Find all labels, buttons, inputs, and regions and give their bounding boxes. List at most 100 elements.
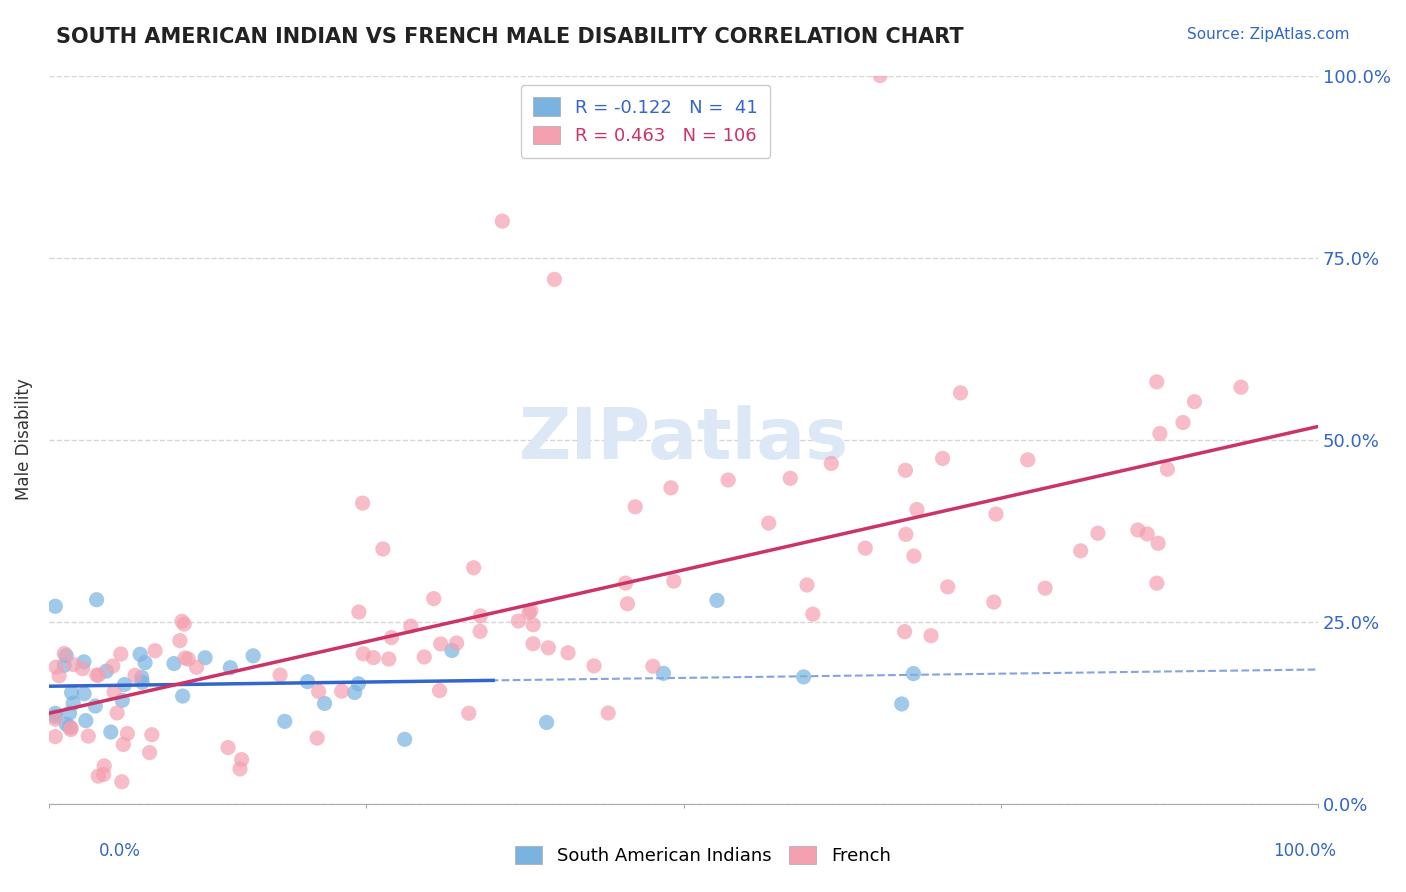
Point — [60, 721, 83, 735]
Point — [853, 541, 876, 556]
Point — [44, 599, 66, 614]
Point — [429, 637, 451, 651]
Point — [347, 605, 370, 619]
Point — [131, 675, 153, 690]
Point — [508, 614, 530, 628]
Point — [112, 738, 135, 752]
Point — [779, 471, 801, 485]
Point — [93, 767, 115, 781]
Point — [72, 662, 94, 676]
Point — [172, 689, 194, 703]
Point — [44, 709, 66, 723]
Point — [87, 769, 110, 783]
Point — [73, 687, 96, 701]
Point — [468, 624, 491, 639]
Point — [1070, 544, 1092, 558]
Point — [399, 619, 422, 633]
Point — [141, 728, 163, 742]
Text: 100.0%: 100.0% — [1272, 842, 1336, 860]
Point — [1146, 576, 1168, 591]
Point — [174, 651, 197, 665]
Point — [446, 636, 468, 650]
Point — [114, 677, 136, 691]
Point — [87, 668, 110, 682]
Point — [129, 648, 152, 662]
Point — [117, 726, 139, 740]
Y-axis label: Male Disability: Male Disability — [15, 379, 32, 500]
Point — [1230, 380, 1253, 394]
Point — [229, 762, 252, 776]
Point — [77, 729, 100, 743]
Point — [173, 617, 195, 632]
Point — [377, 652, 399, 666]
Point — [894, 463, 917, 477]
Point — [793, 670, 815, 684]
Point — [491, 214, 513, 228]
Point — [186, 660, 208, 674]
Point — [758, 516, 780, 530]
Point — [44, 730, 66, 744]
Point — [111, 774, 134, 789]
Point — [45, 660, 67, 674]
Point — [983, 595, 1005, 609]
Point — [330, 684, 353, 698]
Point — [194, 650, 217, 665]
Point — [274, 714, 297, 729]
Point — [308, 684, 330, 698]
Point — [60, 686, 83, 700]
Point — [984, 507, 1007, 521]
Point — [1017, 453, 1039, 467]
Point — [371, 541, 394, 556]
Point — [101, 659, 124, 673]
Point — [217, 740, 239, 755]
Point — [134, 656, 156, 670]
Point — [429, 683, 451, 698]
Point — [169, 633, 191, 648]
Point — [1184, 394, 1206, 409]
Point — [307, 731, 329, 746]
Point — [624, 500, 647, 514]
Point — [62, 657, 84, 672]
Point — [105, 706, 128, 720]
Point — [1136, 527, 1159, 541]
Point — [413, 649, 436, 664]
Point — [1171, 416, 1194, 430]
Point — [598, 706, 620, 720]
Point — [297, 674, 319, 689]
Point — [124, 668, 146, 682]
Point — [58, 706, 80, 720]
Point — [662, 574, 685, 588]
Point — [869, 69, 891, 83]
Point — [380, 631, 402, 645]
Point — [706, 593, 728, 607]
Point — [894, 527, 917, 541]
Point — [394, 732, 416, 747]
Point — [111, 693, 134, 707]
Point — [1126, 523, 1149, 537]
Point — [59, 723, 82, 737]
Text: SOUTH AMERICAN INDIAN VS FRENCH MALE DISABILITY CORRELATION CHART: SOUTH AMERICAN INDIAN VS FRENCH MALE DIS… — [56, 27, 965, 46]
Point — [177, 652, 200, 666]
Point — [1146, 375, 1168, 389]
Point — [86, 668, 108, 682]
Point — [457, 706, 479, 721]
Point — [641, 659, 664, 673]
Point — [536, 715, 558, 730]
Point — [520, 604, 543, 618]
Point — [659, 481, 682, 495]
Point — [893, 624, 915, 639]
Point — [422, 591, 444, 606]
Point — [616, 597, 638, 611]
Point — [53, 658, 76, 673]
Point — [920, 629, 942, 643]
Point — [796, 578, 818, 592]
Point — [1087, 526, 1109, 541]
Point — [93, 759, 115, 773]
Point — [314, 697, 336, 711]
Point — [100, 725, 122, 739]
Point — [936, 580, 959, 594]
Point — [58, 720, 80, 734]
Point — [242, 648, 264, 663]
Point — [363, 650, 385, 665]
Point — [53, 647, 76, 661]
